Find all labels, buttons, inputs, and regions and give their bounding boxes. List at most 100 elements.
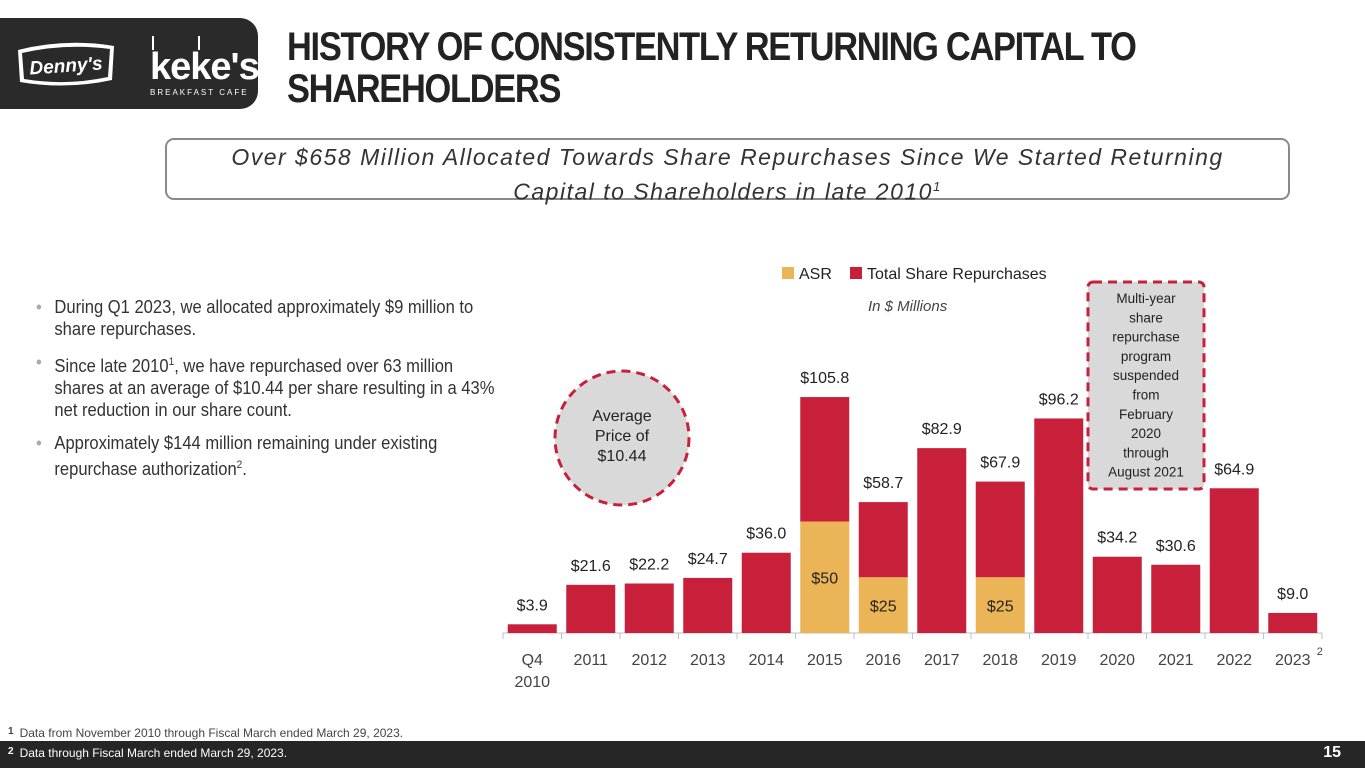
bar-total-label: $30.6 bbox=[1156, 538, 1196, 555]
suspension-note-text: repurchase bbox=[1112, 330, 1180, 345]
bullet-dot: • bbox=[36, 433, 42, 453]
banner-line-1: Over $658 Million Allocated Towards Shar… bbox=[231, 144, 1224, 170]
asr-bar bbox=[858, 577, 908, 633]
asr-bar bbox=[975, 577, 1025, 633]
suspension-note-text: February bbox=[1119, 407, 1173, 422]
average-price-text: Price of bbox=[595, 428, 650, 445]
repurchase-bar bbox=[1268, 612, 1318, 633]
bar-total-label: $96.2 bbox=[1039, 391, 1079, 408]
bullet-dot: • bbox=[36, 352, 42, 372]
suspension-note-text: Multi-year bbox=[1116, 291, 1176, 306]
asr-bar-label: $25 bbox=[987, 598, 1014, 615]
suspension-note-text: share bbox=[1129, 310, 1163, 325]
share-repurchase-chart: $3.9 Q4 2010 $21.6 2011 $22.2 2012 $24.7 2013 $36… bbox=[502, 266, 1323, 691]
repurchase-bar bbox=[1151, 564, 1201, 633]
x-tick-label: 2016 bbox=[865, 652, 901, 669]
bullet-item: • Approximately $144 million remaining un… bbox=[36, 432, 505, 480]
repurchase-bar bbox=[624, 583, 674, 633]
x-tick-label: 2018 bbox=[982, 652, 1018, 669]
bullet-footnote-ref: 2 bbox=[236, 459, 243, 471]
kekes-logo-subtitle: BREAKFAST CAFE bbox=[150, 88, 249, 97]
repurchase-bar bbox=[917, 448, 967, 633]
page-title: HISTORY OF CONSISTENTLY RETURNING CAPITA… bbox=[287, 25, 1137, 111]
footnote-1-mark: 1 bbox=[8, 726, 14, 737]
legend-label-total: Total Share Repurchases bbox=[867, 266, 1047, 283]
asr-bar bbox=[800, 521, 850, 633]
bar-total-label: $34.2 bbox=[1097, 530, 1137, 547]
x-tick-label: 2014 bbox=[748, 652, 784, 669]
kekes-accent-marks bbox=[152, 36, 200, 50]
footer-bar: 2 Data through Fiscal March ended March 2… bbox=[0, 741, 1365, 768]
banner-line-2: Capital to Shareholders in late 20101 bbox=[167, 172, 1288, 207]
bar-total-label: $24.7 bbox=[688, 551, 728, 568]
bar-total-label: $3.9 bbox=[517, 597, 548, 614]
repurchase-bar bbox=[507, 624, 557, 633]
bar-total-label: $105.8 bbox=[800, 370, 849, 387]
asr-bar-label: $50 bbox=[811, 571, 838, 588]
bullet-item: • During Q1 2023, we allocated approximat… bbox=[36, 296, 505, 340]
bar-total-label: $9.0 bbox=[1277, 586, 1308, 603]
legend-swatch-total bbox=[850, 267, 862, 279]
repurchase-bar bbox=[683, 577, 733, 633]
dennys-logo-text: Denny's bbox=[29, 53, 103, 79]
average-price-text: Average bbox=[592, 408, 651, 425]
x-tick-label: 2023 bbox=[1275, 652, 1311, 669]
bullet-dot: • bbox=[36, 297, 42, 317]
x-tick-label: Q4 bbox=[522, 652, 543, 669]
x-tick-label: 2017 bbox=[924, 652, 960, 669]
average-price-circle bbox=[553, 369, 691, 507]
bar-total-label: $64.9 bbox=[1214, 461, 1254, 478]
suspension-note-text: from bbox=[1133, 388, 1160, 403]
asr-bar-label: $25 bbox=[870, 598, 897, 615]
repurchase-bar bbox=[741, 552, 791, 633]
suspension-note-text: 2020 bbox=[1131, 426, 1161, 441]
repurchase-bar bbox=[858, 502, 908, 578]
suspension-note-text: August 2021 bbox=[1108, 465, 1184, 480]
suspension-note-text: suspended bbox=[1113, 368, 1179, 383]
x-tick-label: 2020 bbox=[1099, 652, 1135, 669]
page-number: 15 bbox=[1323, 744, 1341, 761]
chart-subtitle: In $ Millions bbox=[868, 298, 948, 315]
legend-label-asr: ASR bbox=[799, 266, 832, 283]
repurchase-bar bbox=[1034, 418, 1084, 633]
footnote-1: 1 Data from November 2010 through Fiscal … bbox=[8, 726, 403, 740]
x-tick-label: 2019 bbox=[1041, 652, 1077, 669]
bullet-text: Approximately $144 million remaining und… bbox=[54, 433, 438, 479]
suspension-note-text: through bbox=[1123, 445, 1169, 460]
repurchase-bar bbox=[1209, 488, 1259, 633]
logo-panel: Denny's keke's BREAKFAST CAFE bbox=[0, 18, 260, 109]
footnote-1-text: Data from November 2010 through Fiscal M… bbox=[19, 726, 404, 740]
average-price-text: $10.44 bbox=[598, 448, 647, 465]
banner-line-2-text: Capital to Shareholders in late 2010 bbox=[513, 178, 933, 205]
bullet-footnote-ref: 1 bbox=[168, 356, 175, 368]
bar-total-label: $82.9 bbox=[922, 421, 962, 438]
repurchase-bar bbox=[975, 481, 1025, 578]
x-tick-label: 2022 bbox=[1216, 652, 1252, 669]
bullet-text: Since late 2010 bbox=[54, 356, 169, 376]
repurchase-bar bbox=[800, 397, 850, 522]
summary-banner: Over $658 Million Allocated Towards Shar… bbox=[165, 138, 1290, 205]
x-tick-label: 2021 bbox=[1158, 652, 1194, 669]
x-tick-label: 2011 bbox=[574, 652, 609, 669]
banner-footnote-ref: 1 bbox=[932, 179, 942, 194]
bar-total-label: $67.9 bbox=[980, 455, 1020, 472]
bullet-text-tail: , we have repurchased over 63 million sh… bbox=[54, 356, 495, 420]
repurchase-bar bbox=[566, 584, 616, 633]
bullet-text: During Q1 2023, we allocated approximate… bbox=[54, 297, 474, 339]
bullet-list: • During Q1 2023, we allocated approximat… bbox=[36, 296, 496, 491]
bullet-item: • Since late 20101, we have repurchased o… bbox=[36, 351, 505, 421]
suspension-note-text: program bbox=[1121, 349, 1171, 364]
x-tick-label: 2012 bbox=[631, 652, 667, 669]
repurchase-bar bbox=[1092, 556, 1142, 633]
dennys-logo: Denny's bbox=[18, 42, 114, 86]
bar-total-label: $21.6 bbox=[571, 558, 611, 575]
suspension-note-box bbox=[1086, 280, 1206, 491]
footnote-2-mark: 2 bbox=[8, 746, 14, 757]
bar-total-label: $36.0 bbox=[746, 526, 786, 543]
x-tick-footnote-ref: 2 bbox=[1317, 646, 1323, 658]
footnote-2-text: Data through Fiscal March ended March 29… bbox=[19, 746, 288, 760]
bar-total-label: $22.2 bbox=[629, 556, 669, 573]
footnote-2: 2 Data through Fiscal March ended March 2… bbox=[8, 746, 287, 760]
x-tick-label: 2010 bbox=[514, 674, 550, 691]
x-tick-label: 2013 bbox=[690, 652, 726, 669]
